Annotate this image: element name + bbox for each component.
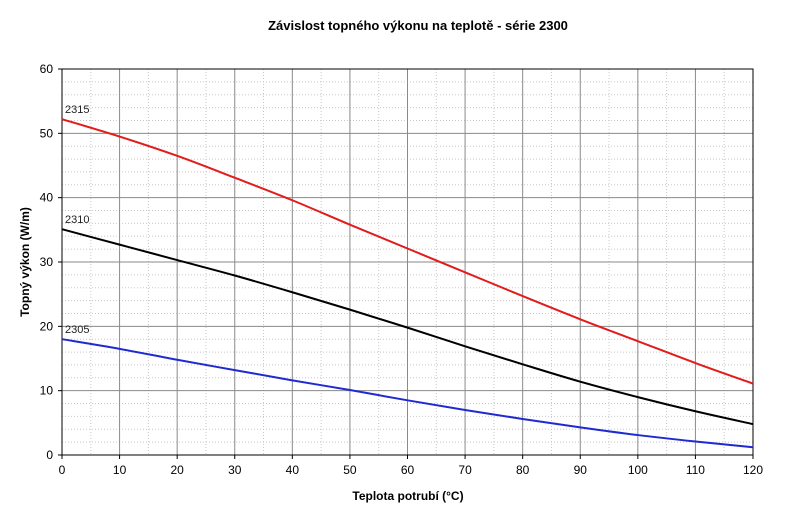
series-labels: 2315 2310 2305 [65,104,89,336]
y-tick-label: 10 [40,384,54,398]
y-ticks: 0 10 20 30 40 50 60 [40,62,62,462]
x-tick-label: 90 [574,463,588,477]
series-label-2315: 2315 [65,104,89,116]
x-tick-label: 110 [686,463,705,477]
x-tick-label: 50 [343,463,357,477]
y-tick-label: 50 [40,126,54,140]
y-tick-label: 40 [40,191,54,205]
x-tick-label: 80 [516,463,530,477]
x-tick-label: 20 [170,463,184,477]
x-tick-label: 0 [59,463,66,477]
series-label-2310: 2310 [65,214,89,226]
series-label-2305: 2305 [65,324,89,336]
x-tick-label: 100 [628,463,648,477]
chart-title: Závislost topného výkonu na teplotě - sé… [268,18,568,33]
x-tick-label: 120 [743,463,763,477]
x-ticks: 0 10 20 30 40 50 60 70 80 90 100 110 120 [59,455,763,477]
grid [62,69,753,455]
y-tick-label: 30 [40,255,54,269]
x-tick-label: 40 [286,463,300,477]
series-line-2310 [61,228,754,426]
y-tick-label: 60 [40,62,54,76]
y-tick-label: 20 [40,319,54,333]
x-tick-label: 10 [113,463,127,477]
x-axis-label: Teplota potrubí (°C) [352,489,463,503]
x-tick-label: 70 [458,463,472,477]
series-line-2315 [61,118,754,385]
x-tick-label: 60 [401,463,415,477]
y-tick-label: 0 [46,448,53,462]
series-layer [61,118,754,449]
y-axis-label: Topný výkon (W/m) [18,207,32,317]
series-line-2305 [61,338,754,449]
x-tick-label: 30 [228,463,242,477]
